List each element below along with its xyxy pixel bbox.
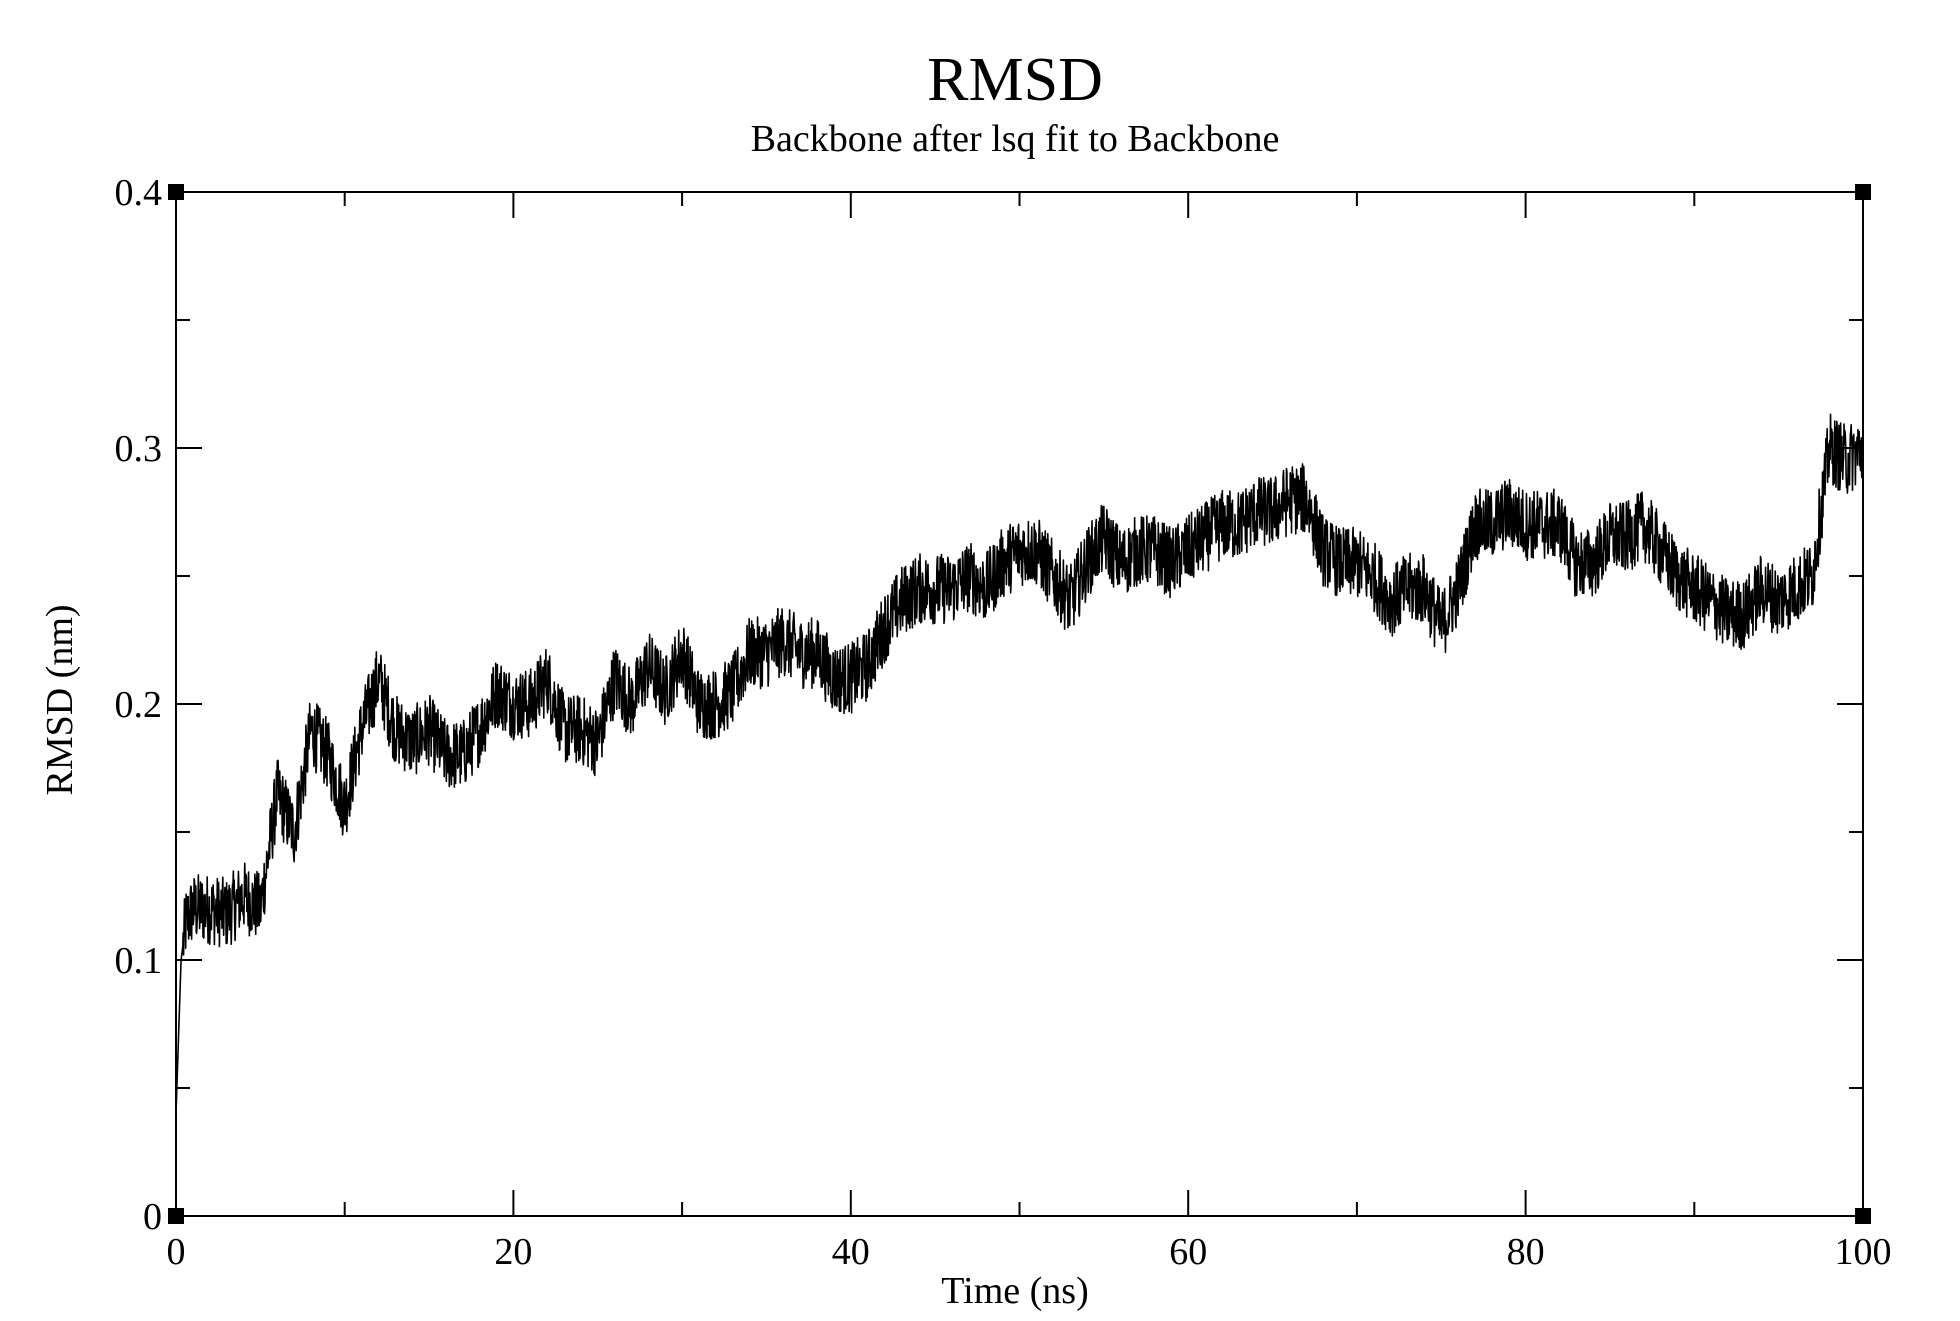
plot-area: 0 20 40 60 80 100 0 0.1 0.2 0.3 0.4	[115, 172, 1892, 1273]
chart-title: RMSD	[927, 46, 1103, 114]
x-tick-label: 40	[832, 1231, 870, 1273]
x-tick-label: 0	[167, 1231, 186, 1273]
x-tick-label: 100	[1835, 1231, 1892, 1273]
rmsd-series-line	[175, 413, 1864, 1114]
y-tick-label: 0.2	[115, 684, 163, 726]
y-tick-label: 0.4	[115, 172, 163, 214]
chart-subtitle: Backbone after lsq fit to Backbone	[751, 118, 1280, 160]
y-axis-label: RMSD (nm)	[39, 604, 81, 795]
x-axis-label: Time (ns)	[941, 1270, 1088, 1312]
x-tick-label: 60	[1169, 1231, 1207, 1273]
x-tick-label: 20	[494, 1231, 532, 1273]
y-tick-label: 0	[143, 1196, 162, 1238]
y-tick-label: 0.3	[115, 428, 163, 470]
x-tick-label: 80	[1507, 1231, 1545, 1273]
y-tick-label: 0.1	[115, 940, 163, 982]
